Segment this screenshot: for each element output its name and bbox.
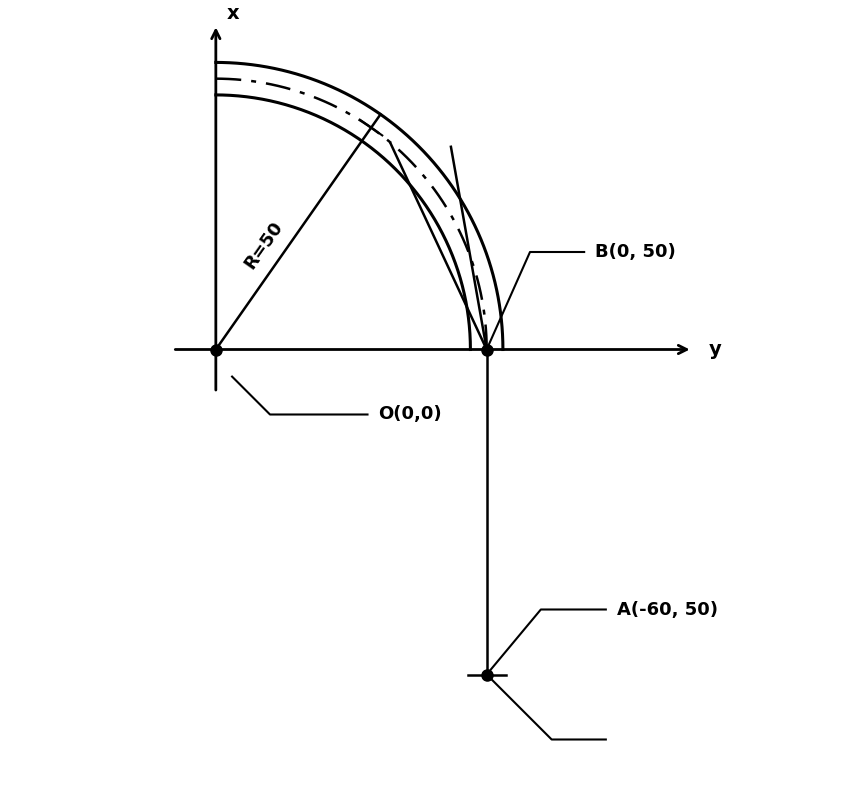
Text: B(0, 50): B(0, 50) — [595, 243, 676, 261]
Text: R=50: R=50 — [240, 218, 286, 272]
Text: y: y — [708, 340, 721, 359]
Text: O(0,0): O(0,0) — [378, 405, 442, 423]
Text: x: x — [227, 4, 240, 23]
Text: A(-60, 50): A(-60, 50) — [617, 600, 718, 619]
